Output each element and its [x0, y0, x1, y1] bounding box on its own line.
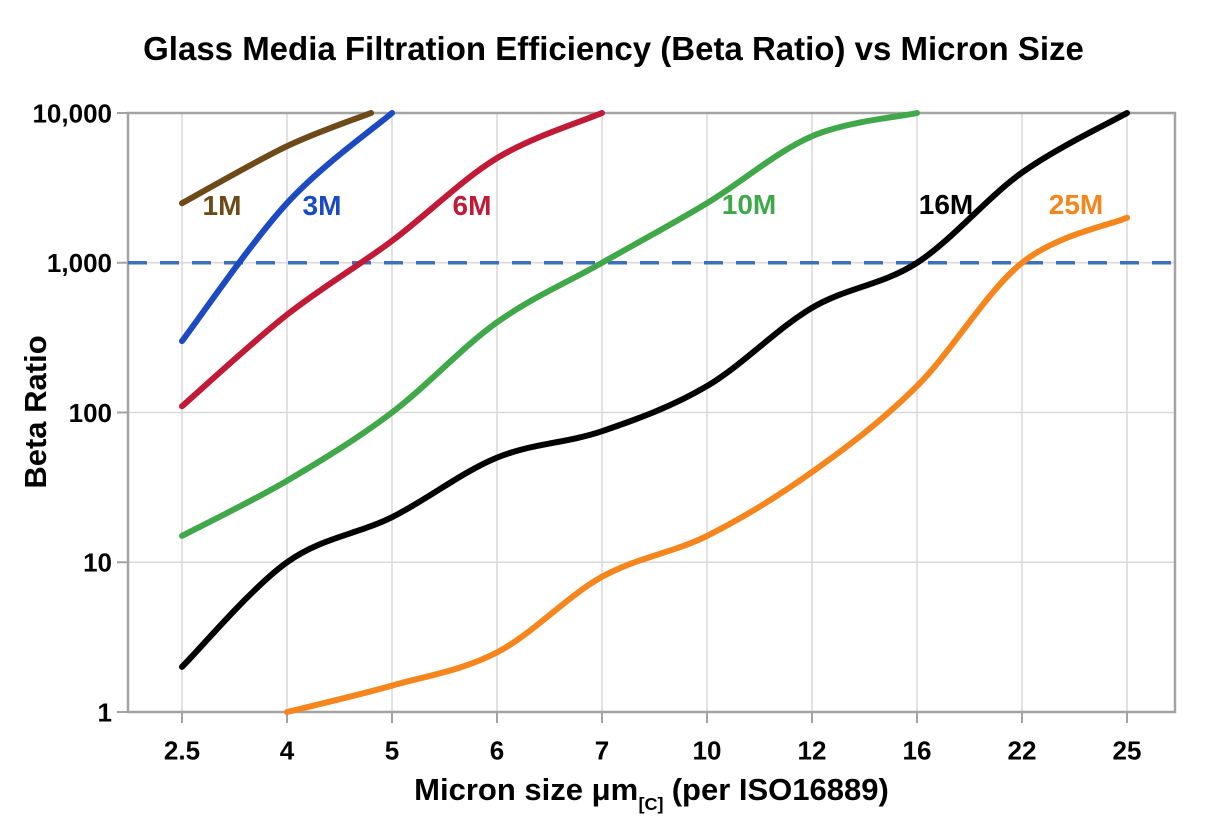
x-axis-title-subscript: [C] — [638, 794, 664, 815]
series-label-10M: 10M — [722, 189, 776, 220]
series-path-1M — [179, 110, 374, 207]
series-path-10M — [179, 110, 920, 539]
y-tick-label: 1 — [98, 697, 112, 727]
x-tick-label: 22 — [1008, 735, 1037, 765]
y-tick-label: 100 — [69, 398, 112, 428]
chart-title: Glass Media Filtration Efficiency (Beta … — [143, 30, 1084, 67]
x-axis-title-main: Micron size μm — [414, 772, 639, 807]
x-tick-label: 16 — [903, 735, 932, 765]
x-axis-title-suffix: (per ISO16889) — [663, 772, 889, 807]
y-tick-label: 10 — [83, 548, 112, 578]
x-tick-label: 12 — [798, 735, 827, 765]
x-tick-label: 5 — [385, 735, 399, 765]
x-axis-title: Micron size μm[C] (per ISO16889) — [128, 772, 1175, 815]
series-label-6M: 6M — [453, 190, 492, 221]
series-label-1M: 1M — [203, 190, 242, 221]
series-label-25M: 25M — [1049, 189, 1103, 220]
y-tick-label: 10,000 — [32, 98, 112, 128]
series-path-16M — [179, 110, 1130, 670]
y-tick-label: 1,000 — [47, 248, 112, 278]
x-tick-label: 10 — [693, 735, 722, 765]
series-path-3M — [179, 110, 395, 345]
series-path-25M — [284, 214, 1130, 715]
x-tick-label: 25 — [1113, 735, 1142, 765]
x-tick-label: 2.5 — [164, 735, 200, 765]
x-tick-label: 7 — [595, 735, 609, 765]
series-label-16M: 16M — [919, 189, 973, 220]
x-tick-label: 6 — [490, 735, 504, 765]
series-label-3M: 3M — [303, 190, 342, 221]
x-tick-label: 4 — [280, 735, 295, 765]
series-path-6M — [179, 110, 605, 410]
